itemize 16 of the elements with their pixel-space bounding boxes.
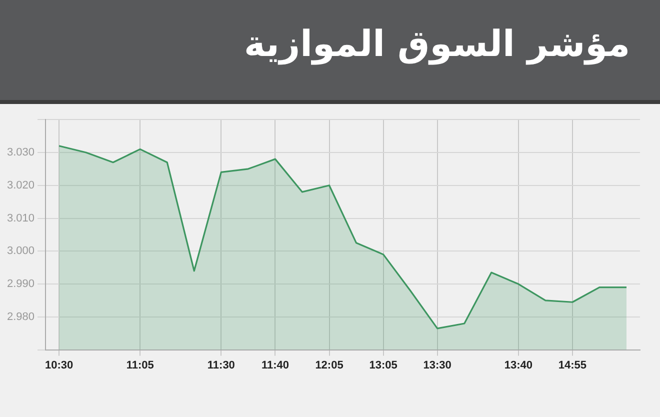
x-tick-label: 13:30 bbox=[423, 359, 452, 372]
y-tick-label: 3.030 bbox=[6, 146, 35, 159]
x-tick-label: 11:40 bbox=[261, 359, 289, 372]
y-tick-label: 3.020 bbox=[6, 179, 35, 192]
y-tick-label: 3.010 bbox=[6, 212, 35, 224]
y-tick-label: 2.980 bbox=[6, 310, 35, 323]
y-tick-label: 3.000 bbox=[6, 245, 35, 258]
x-tick-label: 12:05 bbox=[315, 359, 344, 372]
y-tick-label: 2.990 bbox=[6, 278, 35, 290]
x-tick-label: 11:30 bbox=[207, 359, 235, 372]
x-tick-label: 13:40 bbox=[504, 359, 532, 372]
x-tick-label: 13:05 bbox=[369, 359, 398, 372]
chart-title: مؤشر السوق الموازية bbox=[244, 24, 630, 65]
x-tick-label: 11:05 bbox=[126, 359, 154, 372]
x-tick-label: 14:55 bbox=[558, 359, 587, 372]
x-tick-label: 10:30 bbox=[44, 359, 74, 372]
